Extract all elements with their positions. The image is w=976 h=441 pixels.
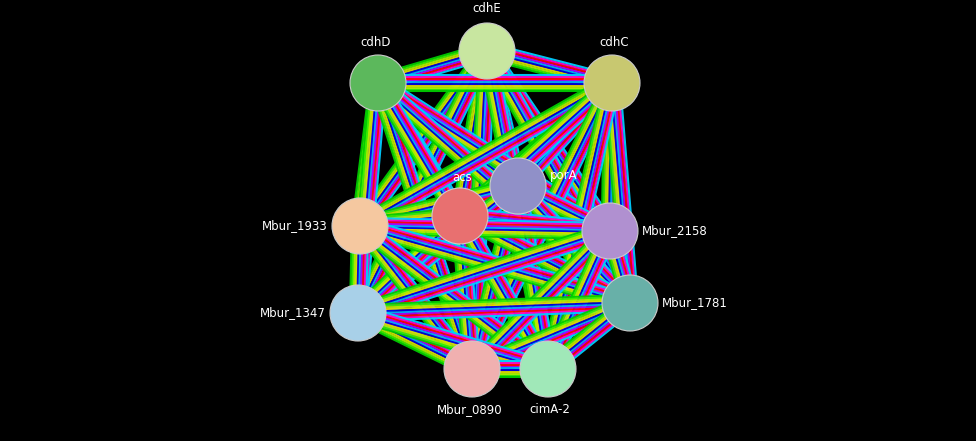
Circle shape	[350, 55, 406, 111]
Circle shape	[459, 23, 515, 79]
Text: cdhD: cdhD	[361, 36, 391, 49]
Text: Mbur_1933: Mbur_1933	[263, 220, 328, 232]
Circle shape	[444, 341, 500, 397]
Circle shape	[602, 275, 658, 331]
Text: cdhC: cdhC	[599, 36, 629, 49]
Text: porA: porA	[550, 169, 578, 183]
Circle shape	[520, 341, 576, 397]
Circle shape	[332, 198, 388, 254]
Text: Mbur_1347: Mbur_1347	[261, 306, 326, 319]
Text: Mbur_0890: Mbur_0890	[437, 403, 503, 416]
Circle shape	[432, 188, 488, 244]
Text: cimA-2: cimA-2	[530, 403, 570, 416]
Text: Mbur_2158: Mbur_2158	[642, 224, 708, 238]
Circle shape	[582, 203, 638, 259]
Circle shape	[584, 55, 640, 111]
Text: Mbur_1781: Mbur_1781	[662, 296, 728, 310]
Text: cdhE: cdhE	[472, 2, 502, 15]
Text: acs: acs	[452, 171, 471, 184]
Circle shape	[490, 158, 546, 214]
Circle shape	[330, 285, 386, 341]
